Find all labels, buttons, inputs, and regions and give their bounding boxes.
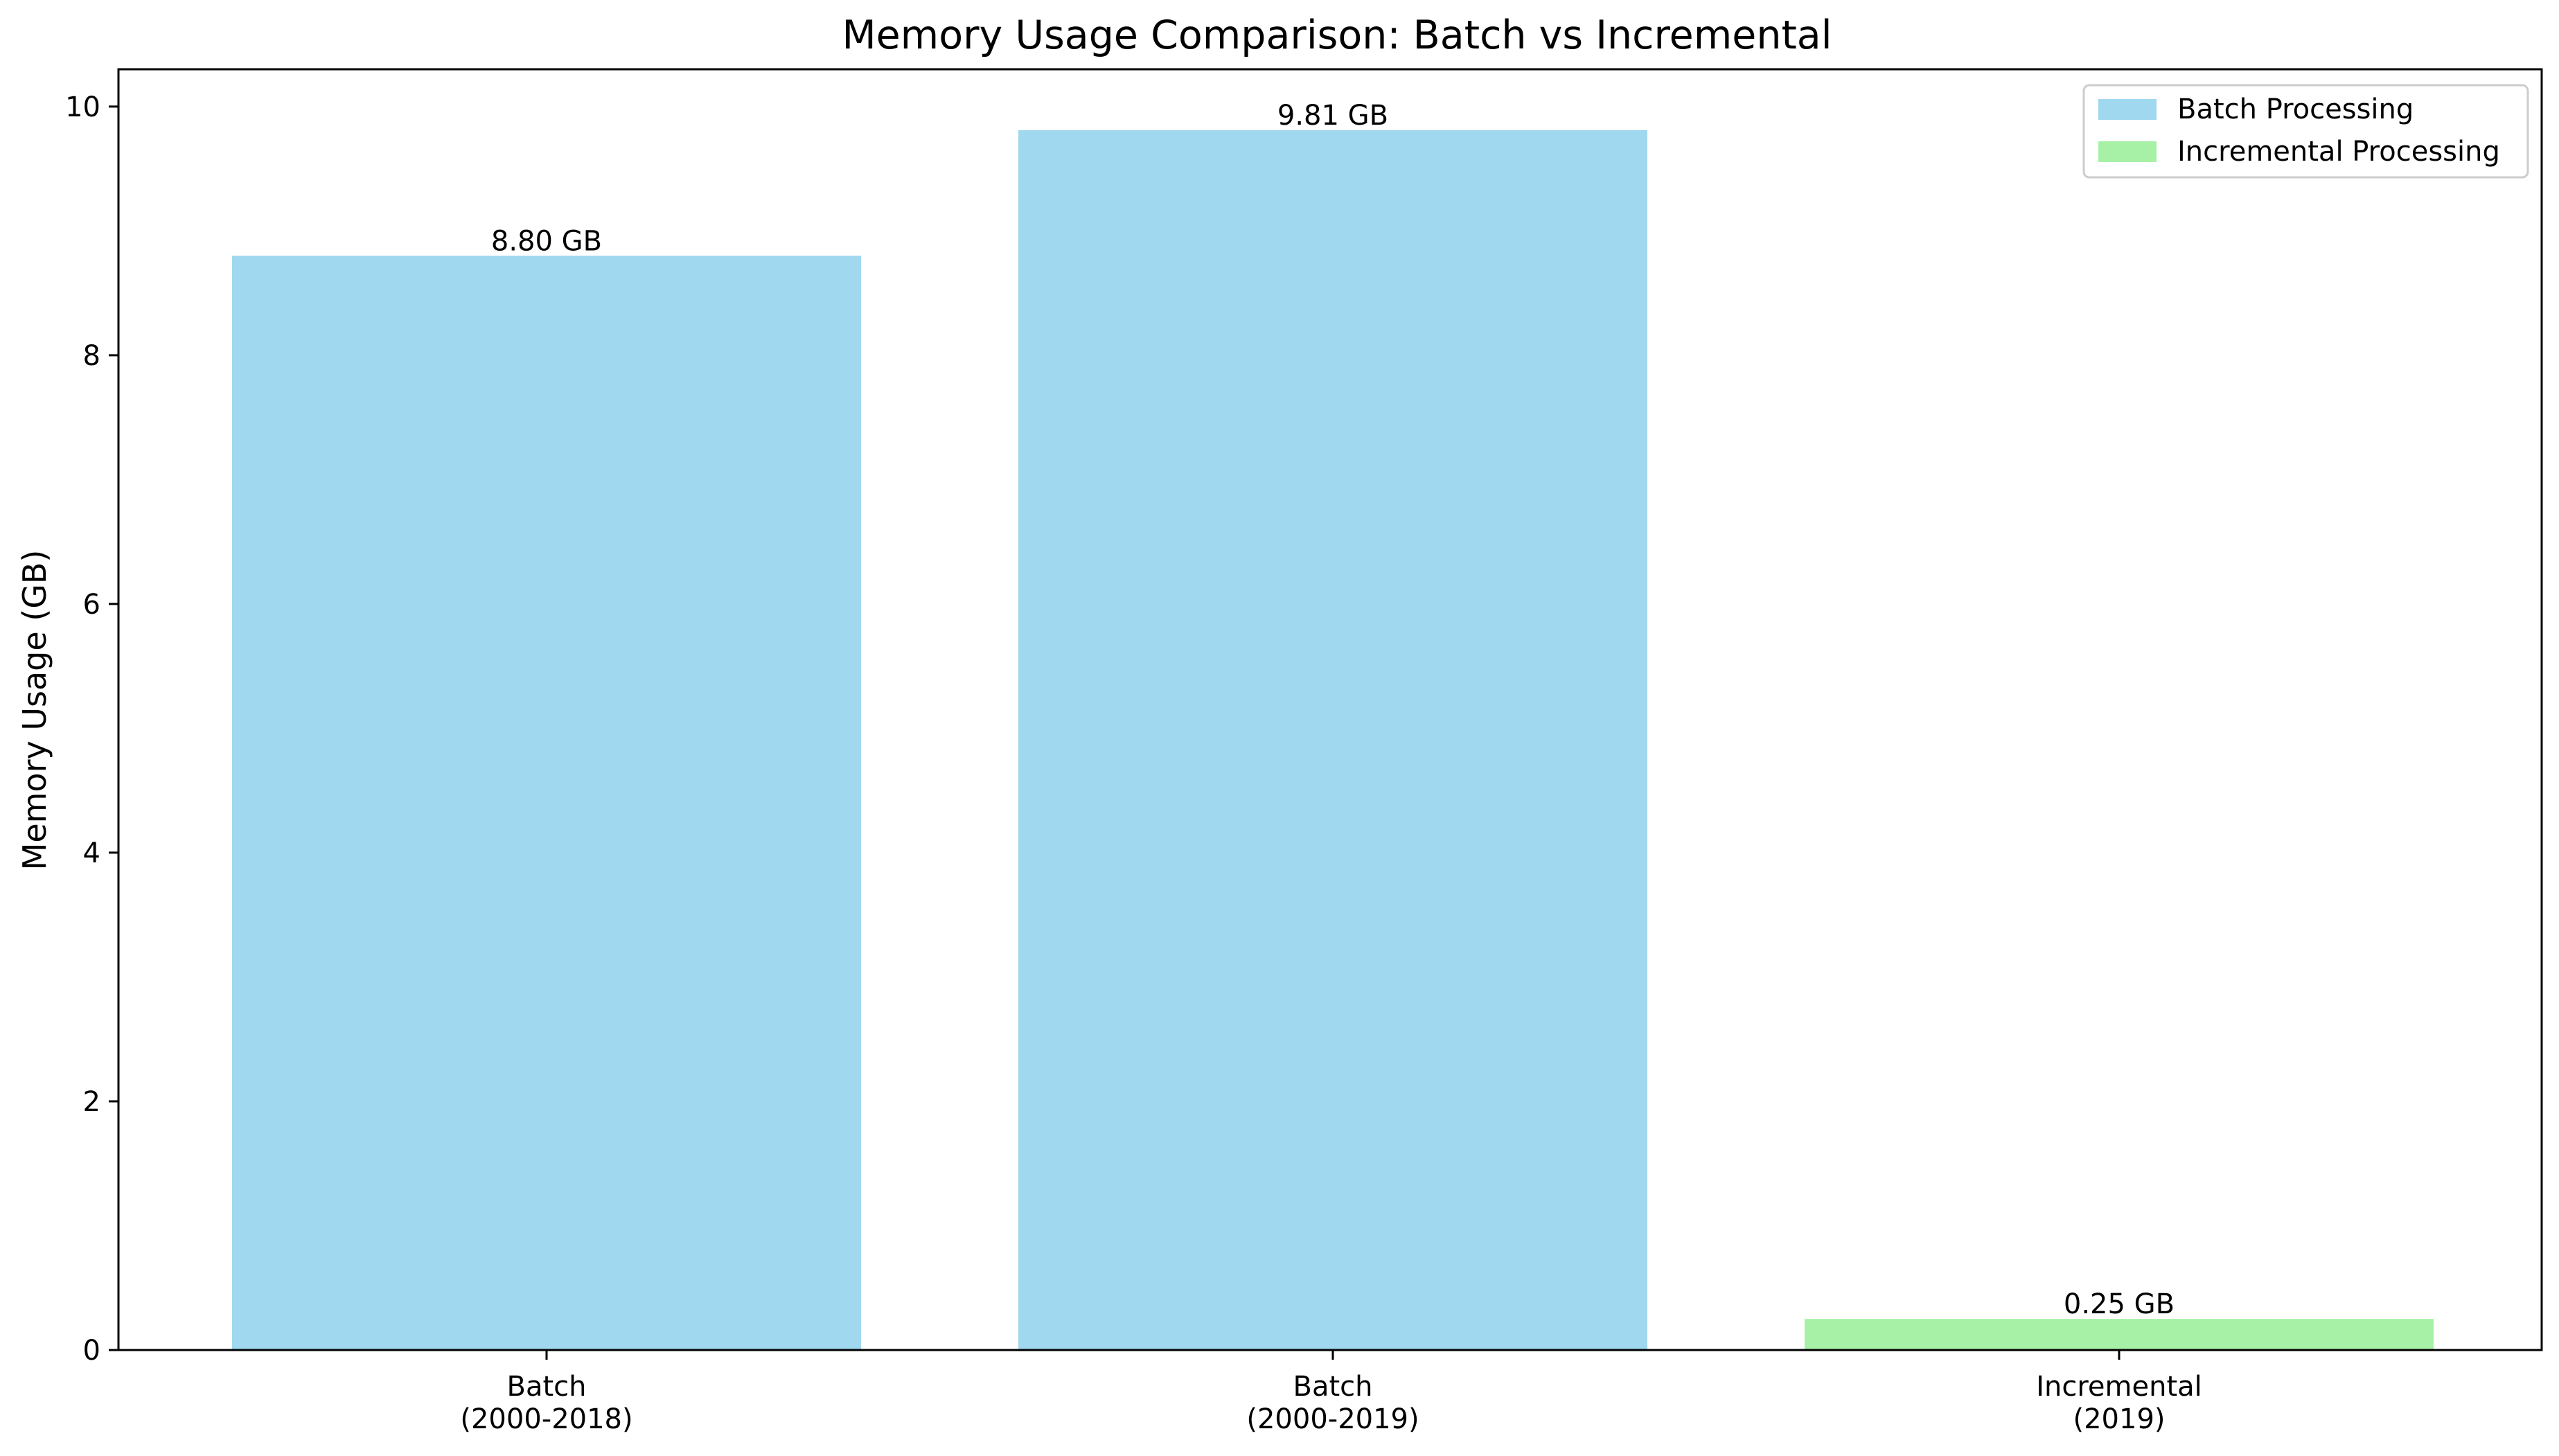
x-tick-label-1-line-2: (2000-2018) bbox=[460, 1403, 632, 1435]
bar-1 bbox=[232, 256, 861, 1350]
y-axis-label: Memory Usage (GB) bbox=[16, 550, 53, 871]
bar-value-label-3: 0.25 GB bbox=[2064, 1288, 2175, 1320]
y-tick-label-8: 8 bbox=[83, 340, 100, 372]
legend-label-2: Incremental Processing bbox=[2177, 136, 2500, 168]
y-axis: 0 2 4 6 8 10 bbox=[65, 91, 118, 1367]
y-tick-label-4: 4 bbox=[83, 837, 100, 869]
y-tick-label-0: 0 bbox=[83, 1335, 100, 1367]
legend-label-1: Batch Processing bbox=[2177, 94, 2414, 125]
legend-box bbox=[2082, 84, 2529, 179]
x-tick-label-2-line-1: Batch bbox=[1293, 1371, 1373, 1403]
y-tick-label-2: 2 bbox=[83, 1086, 100, 1118]
legend: Batch Processing Incremental Processing bbox=[2082, 84, 2529, 179]
value-labels-layer: 8.80 GB 9.81 GB 0.25 GB bbox=[491, 100, 2175, 1320]
x-tick-label-2-line-2: (2000-2019) bbox=[1246, 1403, 1419, 1435]
legend-swatch-1 bbox=[2098, 99, 2157, 120]
bar-2 bbox=[1018, 130, 1647, 1350]
x-tick-label-1-line-1: Batch bbox=[507, 1371, 587, 1403]
bars-layer bbox=[232, 130, 2434, 1350]
x-tick-label-3-line-1: Incremental bbox=[2036, 1371, 2202, 1403]
bar-value-label-2: 9.81 GB bbox=[1277, 100, 1388, 132]
y-tick-label-6: 6 bbox=[83, 589, 100, 621]
bar-3 bbox=[1805, 1319, 2434, 1350]
legend-swatch-2 bbox=[2098, 141, 2157, 162]
x-tick-label-3-line-2: (2019) bbox=[2073, 1403, 2165, 1435]
plot-frame bbox=[117, 68, 2543, 1351]
bar-value-label-1: 8.80 GB bbox=[491, 225, 602, 257]
chart-title: Memory Usage Comparison: Batch vs Increm… bbox=[842, 12, 1832, 58]
x-axis: Batch(2000-2018)Batch(2000-2019)Incremen… bbox=[460, 1350, 2202, 1435]
y-tick-label-10: 10 bbox=[65, 91, 100, 123]
